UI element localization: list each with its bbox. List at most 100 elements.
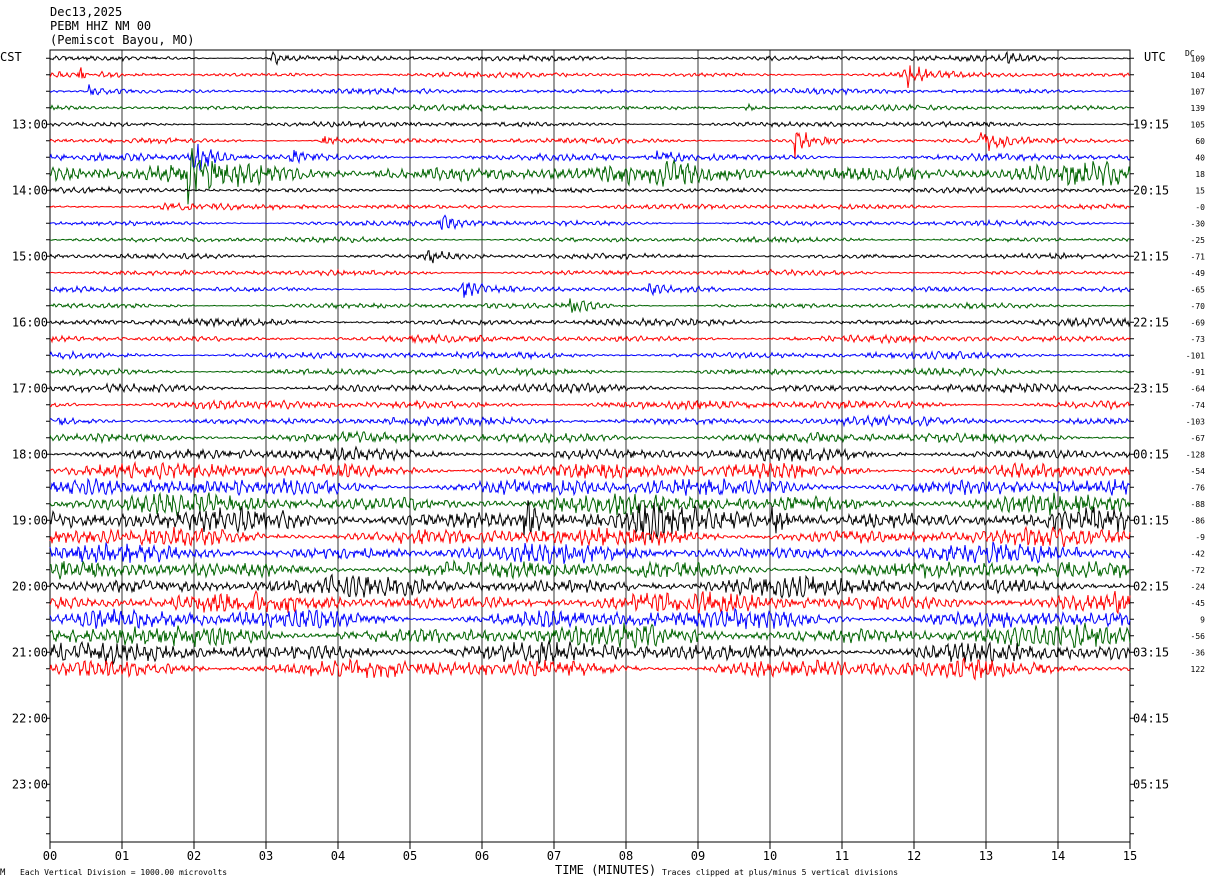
x-tick-label: 14 xyxy=(1051,849,1065,863)
right-timezone-label: UTC xyxy=(1144,50,1166,64)
trace-row xyxy=(49,65,1131,89)
trace-row xyxy=(49,622,1131,649)
scale-note: Each Vertical Division = 1000.00 microvo… xyxy=(20,868,228,877)
dc-offset-label: -74 xyxy=(1191,401,1206,410)
location-label: (Pemiscot Bayou, MO) xyxy=(50,33,195,47)
trace-row xyxy=(49,445,1131,462)
trace-row xyxy=(49,50,1131,66)
trace-row xyxy=(49,148,1131,205)
cst-hour-label: 13:00 xyxy=(12,117,48,131)
trace-row xyxy=(49,559,1131,580)
x-tick-label: 15 xyxy=(1123,849,1137,863)
dc-offset-label: 104 xyxy=(1191,71,1206,80)
trace-row xyxy=(49,657,1131,681)
trace-row xyxy=(49,333,1131,345)
dc-offset-label: 18 xyxy=(1195,170,1205,179)
cst-hour-label: 20:00 xyxy=(12,579,48,593)
trace-row xyxy=(49,298,1131,314)
utc-hour-label: 05:15 xyxy=(1133,777,1169,791)
trace-row xyxy=(49,102,1130,112)
trace-row xyxy=(49,349,1131,361)
dc-offset-label: 122 xyxy=(1191,665,1206,674)
trace-row xyxy=(49,235,1131,244)
axis-label-group: 00 01 02 03 04 05 06 07 08 09 10 11 12 13 14 15 13:00 14:… xyxy=(12,54,1205,863)
dc-offset-label: -71 xyxy=(1191,252,1206,261)
trace-row xyxy=(49,214,1131,231)
cst-hour-label: 23:00 xyxy=(12,777,48,791)
trace-row xyxy=(49,477,1131,497)
clip-note: Traces clipped at plus/minus 5 vertical … xyxy=(662,868,899,877)
cst-hour-label: 16:00 xyxy=(12,315,48,329)
corner-mark: M xyxy=(0,868,6,878)
x-tick-label: 10 xyxy=(763,849,777,863)
utc-hour-label: 22:15 xyxy=(1133,315,1169,329)
dc-offset-label: -128 xyxy=(1186,450,1205,459)
trace-row xyxy=(49,268,1131,277)
x-tick-label: 12 xyxy=(907,849,921,863)
dc-offset-label: -86 xyxy=(1191,516,1206,525)
utc-hour-label: 01:15 xyxy=(1133,513,1169,527)
left-timezone-label: CST xyxy=(0,50,22,64)
trace-row xyxy=(49,316,1131,329)
trace-row xyxy=(49,639,1131,666)
dc-offset-label: 107 xyxy=(1191,87,1206,96)
dc-offset-label: -76 xyxy=(1191,483,1206,492)
x-tick-label: 13 xyxy=(979,849,993,863)
utc-hour-label: 02:15 xyxy=(1133,579,1169,593)
trace-row xyxy=(49,525,1131,548)
dc-offset-label: -72 xyxy=(1191,566,1206,575)
dc-offset-label: -69 xyxy=(1191,318,1206,327)
dc-offset-label: -56 xyxy=(1191,632,1206,641)
utc-hour-label: 03:15 xyxy=(1133,645,1169,659)
utc-hour-label: 00:15 xyxy=(1133,447,1169,461)
utc-hour-label: 23:15 xyxy=(1133,381,1169,395)
trace-row xyxy=(49,185,1131,195)
trace-row xyxy=(49,491,1131,517)
trace-row xyxy=(49,250,1131,264)
dc-offset-label: 109 xyxy=(1191,54,1206,63)
trace-group xyxy=(49,50,1131,681)
x-tick-label: 05 xyxy=(403,849,417,863)
trace-row xyxy=(49,201,1131,212)
cst-hour-label: 22:00 xyxy=(12,711,48,725)
dc-offset-label: -36 xyxy=(1191,648,1206,657)
dc-offset-label: 9 xyxy=(1200,615,1205,624)
x-tick-label: 03 xyxy=(259,849,273,863)
dc-header-label: DC xyxy=(1185,49,1195,58)
trace-row xyxy=(49,607,1131,630)
dc-offset-label: -49 xyxy=(1191,269,1206,278)
trace-row xyxy=(49,589,1131,615)
utc-hour-label: 20:15 xyxy=(1133,183,1169,197)
x-tick-label: 09 xyxy=(691,849,705,863)
dc-offset-label: -24 xyxy=(1191,582,1206,591)
utc-hour-label: 21:15 xyxy=(1133,249,1169,263)
cst-hour-label: 15:00 xyxy=(12,249,48,263)
trace-row xyxy=(49,84,1131,96)
dc-offset-label: -65 xyxy=(1191,285,1206,294)
x-tick-label: 06 xyxy=(475,849,489,863)
trace-row xyxy=(49,131,1131,158)
date-label: Dec13,2025 xyxy=(50,5,123,19)
dc-offset-label: -30 xyxy=(1191,219,1206,228)
dc-offset-label: -88 xyxy=(1191,500,1206,509)
utc-hour-label: 04:15 xyxy=(1133,711,1169,725)
cst-hour-label: 21:00 xyxy=(12,645,48,659)
trace-row xyxy=(49,399,1131,411)
x-tick-label: 11 xyxy=(835,849,849,863)
dc-offset-label: -91 xyxy=(1191,368,1206,377)
x-tick-label: 08 xyxy=(619,849,633,863)
x-tick-label: 00 xyxy=(43,849,57,863)
trace-row xyxy=(49,143,1131,171)
x-tick-label: 02 xyxy=(187,849,201,863)
cst-hour-label: 19:00 xyxy=(12,513,48,527)
trace-row xyxy=(49,381,1131,394)
dc-offset-label: -70 xyxy=(1191,302,1206,311)
dc-offset-label: -73 xyxy=(1191,335,1206,344)
dc-offset-label: -54 xyxy=(1191,467,1206,476)
dc-offset-label: -64 xyxy=(1191,384,1206,393)
trace-row xyxy=(49,413,1131,428)
utc-hour-label: 19:15 xyxy=(1133,117,1169,131)
trace-row xyxy=(49,541,1131,565)
dc-offset-label: -103 xyxy=(1186,417,1205,426)
